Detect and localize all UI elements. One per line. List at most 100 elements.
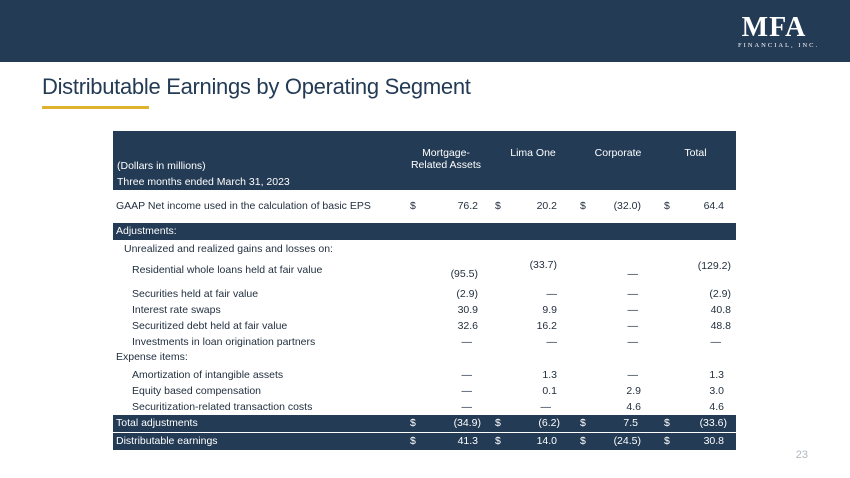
table-row: Amortization of intangible assets — 1.3 … — [113, 366, 736, 383]
dollar-sign: $ — [410, 417, 416, 429]
value-total: — — [710, 336, 722, 348]
row-label: Equity based compensation — [132, 385, 261, 397]
dollar-sign: $ — [664, 435, 670, 447]
value-corporate: (24.5) — [613, 435, 641, 447]
row-label: Residential whole loans held at fair val… — [132, 264, 323, 276]
dollar-sign: $ — [410, 200, 416, 212]
period-label: Three months ended March 31, 2023 — [117, 176, 290, 188]
value-total: (129.2) — [697, 260, 731, 272]
value-lima-one: 16.2 — [536, 320, 557, 332]
value-lima-one: (6.2) — [538, 417, 560, 429]
value-lima-one: 20.2 — [536, 200, 557, 212]
value-mortgage: (95.5) — [450, 268, 478, 280]
value-total: 4.6 — [709, 401, 724, 413]
value-corporate: — — [627, 336, 639, 348]
dollar-sign: $ — [495, 200, 501, 212]
value-lima-one: (33.7) — [529, 259, 557, 271]
value-lima-one: 9.9 — [542, 304, 557, 316]
table-row: Securitized debt held at fair value 32.6… — [113, 318, 736, 334]
header-bar: MFA FINANCIAL, INC. — [0, 0, 850, 62]
unrealized-label: Unrealized and realized gains and losses… — [124, 243, 333, 255]
value-corporate: (32.0) — [613, 200, 641, 212]
col-header-mortgage-line1: Mortgage- — [422, 147, 470, 159]
col-header-corporate: Corporate — [594, 147, 642, 159]
value-mortgage: 41.3 — [457, 435, 478, 447]
value-total: 3.0 — [709, 385, 724, 397]
value-total: 30.8 — [703, 435, 724, 447]
value-total: 40.8 — [710, 304, 731, 316]
dollar-sign: $ — [495, 435, 501, 447]
dollar-sign: $ — [664, 200, 670, 212]
table-row: Investments in loan origination partners… — [113, 334, 736, 350]
units-label: (Dollars in millions) — [117, 160, 206, 172]
logo-wordmark: MFA — [741, 12, 807, 43]
row-label: Distributable earnings — [116, 435, 218, 447]
dollar-sign: $ — [495, 417, 501, 429]
expense-label: Expense items: — [116, 351, 188, 363]
table-row: Securitization-related transaction costs… — [113, 399, 736, 415]
value-corporate: 7.5 — [623, 417, 638, 429]
dollar-sign: $ — [580, 435, 586, 447]
value-lima-one: — — [546, 336, 558, 348]
col-header-mortgage-line2: Related Assets — [410, 159, 482, 171]
adjustments-band: Adjustments: — [113, 223, 736, 240]
dollar-sign: $ — [410, 435, 416, 447]
dollar-sign: $ — [580, 417, 586, 429]
value-mortgage: — — [461, 336, 473, 348]
value-lima-one: 1.3 — [542, 369, 557, 381]
value-total: (2.9) — [709, 288, 731, 300]
table-row: Interest rate swaps 30.9 9.9 — 40.8 — [113, 302, 736, 318]
value-corporate: — — [627, 369, 639, 381]
row-label: Securitized debt held at fair value — [132, 320, 288, 332]
row-label: Interest rate swaps — [132, 304, 221, 316]
dollar-sign: $ — [580, 200, 586, 212]
row-label: Total adjustments — [116, 417, 198, 429]
value-mortgage: 76.2 — [457, 200, 478, 212]
row-label: GAAP Net income used in the calculation … — [116, 200, 371, 212]
table-row: Equity based compensation — 0.1 2.9 3.0 — [113, 383, 736, 399]
value-mortgage: (2.9) — [456, 288, 478, 300]
page-number: 23 — [795, 449, 808, 461]
table-row: Securities held at fair value (2.9) — — … — [113, 286, 736, 302]
value-lima-one: — — [540, 401, 552, 413]
value-total: 48.8 — [710, 320, 731, 332]
row-label: Securitization-related transaction costs — [132, 401, 313, 413]
row-label: Securities held at fair value — [132, 288, 259, 300]
gaap-row: GAAP Net income used in the calculation … — [113, 190, 736, 223]
value-mortgage: 30.9 — [457, 304, 478, 316]
value-corporate: 4.6 — [626, 401, 641, 413]
value-mortgage: — — [461, 369, 473, 381]
company-logo: MFA FINANCIAL, INC. — [738, 12, 820, 50]
value-mortgage: (34.9) — [453, 417, 481, 429]
col-header-mortgage: Mortgage- Related Assets — [406, 147, 486, 171]
value-corporate: — — [627, 268, 639, 280]
col-header-lima-one: Lima One — [510, 147, 556, 159]
value-corporate: — — [627, 288, 639, 300]
value-mortgage: — — [461, 385, 473, 397]
value-mortgage: 32.6 — [457, 320, 478, 332]
adjustments-label: Adjustments: — [116, 225, 177, 237]
page-title: Distributable Earnings by Operating Segm… — [42, 74, 471, 99]
value-lima-one: — — [546, 288, 558, 300]
value-lima-one: 14.0 — [536, 435, 557, 447]
segment-table: Mortgage- Related Assets Lima One Corpor… — [113, 131, 736, 450]
unrealized-heading-row: Unrealized and realized gains and losses… — [113, 240, 736, 257]
logo-subtitle: FINANCIAL, INC. — [738, 42, 820, 49]
row-label: Amortization of intangible assets — [132, 369, 284, 381]
row-label: Investments in loan origination partners — [132, 336, 316, 348]
value-lima-one: 0.1 — [542, 385, 557, 397]
table-row: Residential whole loans held at fair val… — [113, 257, 736, 283]
table-header: Mortgage- Related Assets Lima One Corpor… — [113, 131, 736, 190]
value-corporate: 2.9 — [626, 385, 641, 397]
value-corporate: — — [627, 320, 639, 332]
value-corporate: — — [627, 304, 639, 316]
col-header-total: Total — [684, 147, 707, 159]
value-total: (33.6) — [699, 417, 727, 429]
value-total: 1.3 — [709, 369, 724, 381]
dollar-sign: $ — [664, 417, 670, 429]
expense-heading-row: Expense items: — [113, 350, 736, 366]
value-mortgage: — — [461, 401, 473, 413]
title-underline — [42, 106, 149, 109]
total-adjustments-band: Total adjustments $ (34.9) $ (6.2) $ 7.5… — [113, 415, 736, 432]
distributable-earnings-band: Distributable earnings $ 41.3 $ 14.0 $ (… — [113, 433, 736, 450]
